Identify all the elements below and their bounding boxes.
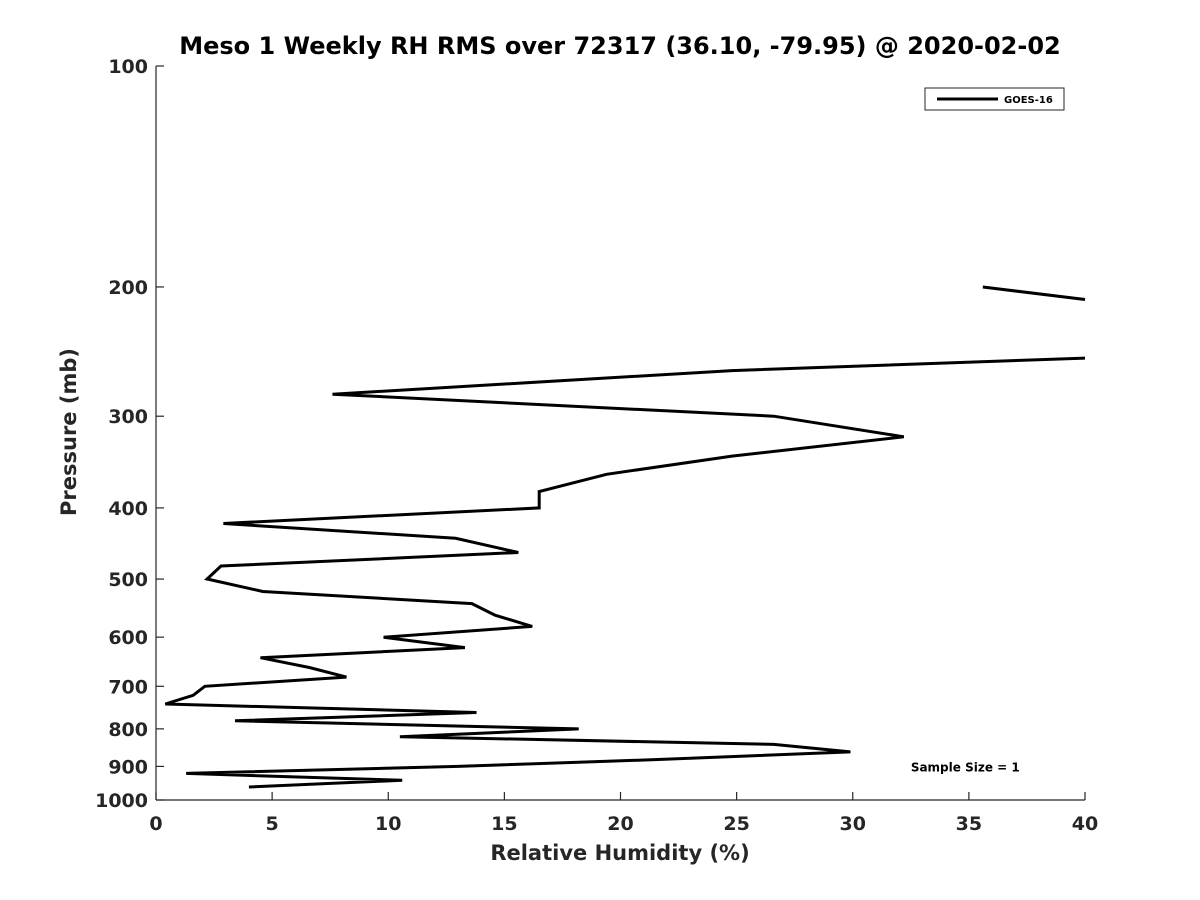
x-axis-label: Relative Humidity (%): [490, 841, 749, 865]
x-tick-label: 5: [266, 813, 279, 835]
y-tick-label: 400: [108, 498, 148, 520]
y-tick-label: 900: [108, 756, 148, 778]
series-lines: [164, 285, 1086, 789]
y-tick-label: 500: [108, 569, 148, 591]
y-tick-label: 600: [108, 627, 148, 649]
x-tick-label: 20: [607, 813, 633, 835]
series-line-goes-16: [982, 285, 1086, 301]
x-tick-label: 10: [375, 813, 401, 835]
legend: GOES-16: [924, 87, 1065, 111]
chart-title: Meso 1 Weekly RH RMS over 72317 (36.10, …: [179, 32, 1061, 60]
sample-size-annotation: Sample Size = 1: [911, 760, 1020, 774]
x-tick-label: 40: [1072, 813, 1098, 835]
x-tick-label: 15: [491, 813, 517, 835]
legend-entry-label: GOES-16: [1004, 95, 1053, 106]
y-axis-label: Pressure (mb): [57, 348, 81, 516]
x-tick-label: 0: [149, 813, 162, 835]
y-tick-label: 800: [108, 719, 148, 741]
y-tick-label: 100: [108, 56, 148, 78]
axis-ticks: 0 5 10 15 20 25 30 35 40 100 200 300 400 500 600 700 800…: [95, 56, 1098, 835]
y-tick-label: 200: [108, 277, 148, 299]
x-tick-label: 30: [840, 813, 866, 835]
y-tick-label: 300: [108, 406, 148, 428]
y-tick-label: 1000: [95, 790, 148, 812]
x-tick-label: 25: [723, 813, 749, 835]
series-line-goes-16: [164, 356, 1086, 789]
x-tick-label: 35: [956, 813, 982, 835]
y-tick-label: 700: [108, 676, 148, 698]
